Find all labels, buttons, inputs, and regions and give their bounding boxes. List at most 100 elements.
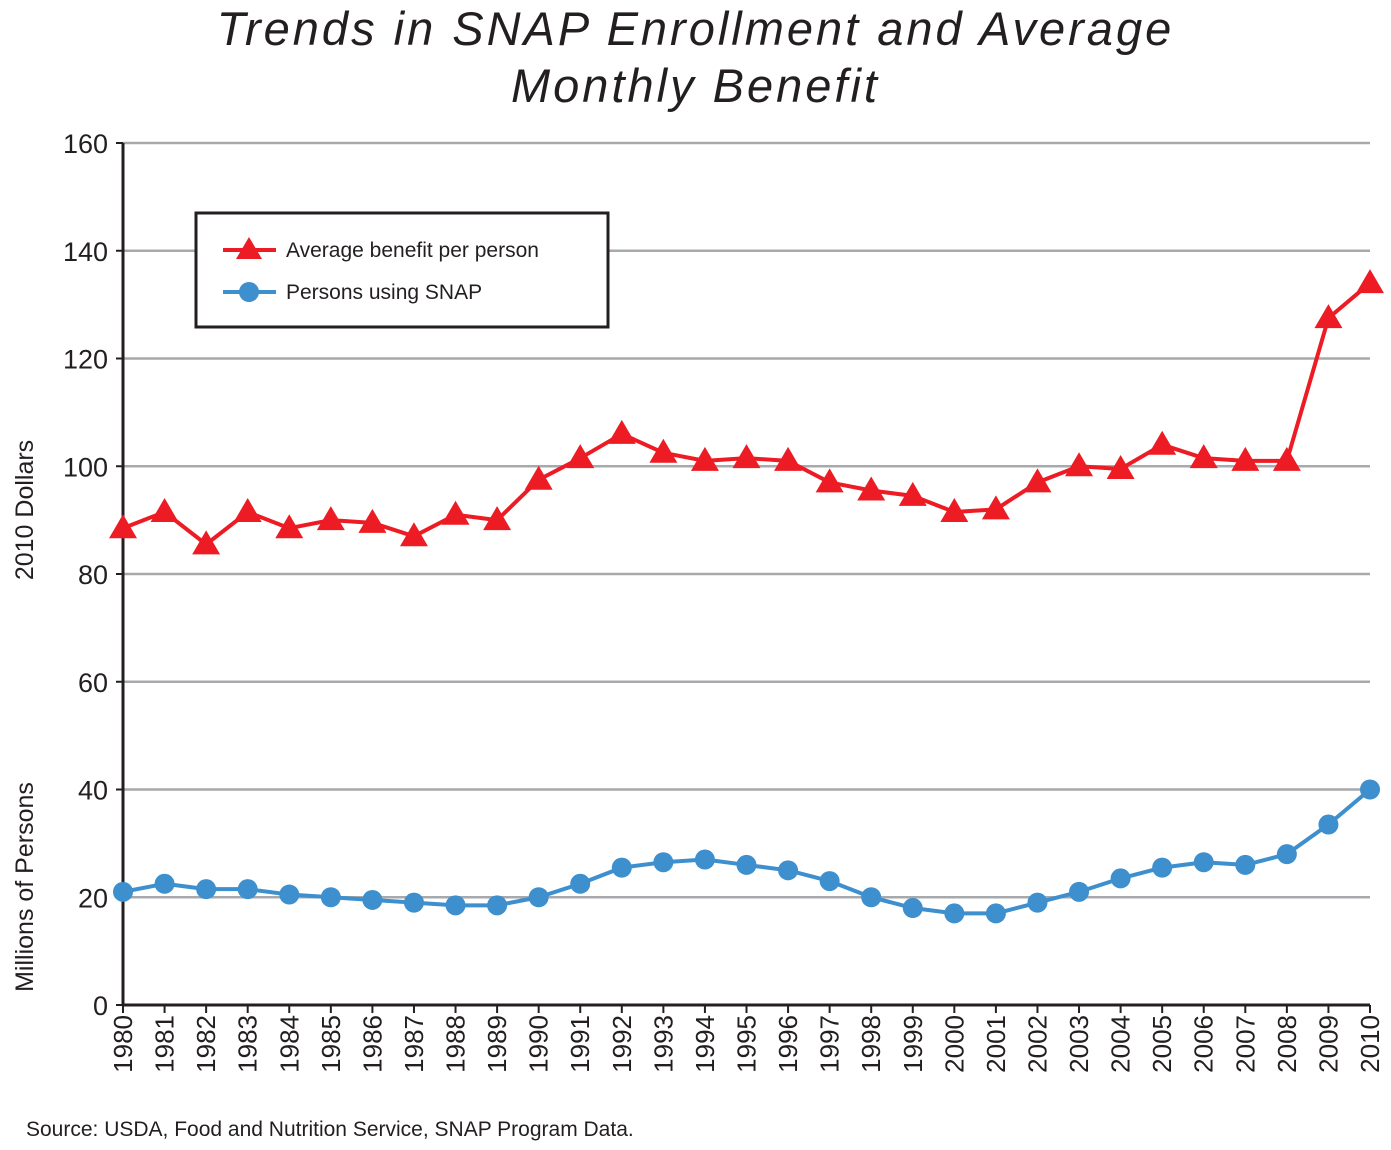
data-point-circle bbox=[902, 898, 923, 919]
data-point-circle bbox=[1193, 852, 1214, 873]
x-tick-label: 1994 bbox=[690, 1015, 720, 1073]
data-point-circle bbox=[237, 879, 258, 900]
y-tick-label: 60 bbox=[78, 668, 108, 698]
gridlines bbox=[123, 141, 1370, 899]
data-point-circle bbox=[611, 857, 632, 878]
legend-label-persons-using-snap: Persons using SNAP bbox=[286, 281, 482, 304]
data-point-circle bbox=[279, 884, 300, 905]
data-point-triangle bbox=[1065, 452, 1094, 477]
data-point-circle bbox=[1318, 814, 1339, 835]
data-point-triangle bbox=[109, 514, 137, 539]
data-point-circle bbox=[736, 854, 757, 875]
legend-entry-persons-using-snap: Persons using SNAP bbox=[223, 281, 482, 304]
data-point-circle bbox=[694, 849, 715, 870]
data-point-triangle bbox=[1231, 446, 1260, 471]
data-point-triangle bbox=[1023, 468, 1052, 493]
data-point-circle bbox=[445, 895, 466, 916]
legend-circle-icon bbox=[239, 282, 259, 302]
x-tick-label: 1993 bbox=[648, 1015, 678, 1073]
chart-title: Trends in SNAP Enrollment and Average Mo… bbox=[0, 0, 1391, 120]
data-point-circle bbox=[487, 895, 508, 916]
data-point-triangle bbox=[275, 514, 304, 539]
data-point-circle bbox=[154, 873, 175, 894]
y-tick-label: 20 bbox=[78, 883, 108, 913]
legend-label-average-benefit: Average benefit per person bbox=[286, 239, 539, 262]
data-point-circle bbox=[1276, 844, 1297, 865]
data-point-circle bbox=[944, 903, 965, 924]
x-tick-label: 1992 bbox=[607, 1015, 637, 1073]
x-tick-label: 1984 bbox=[274, 1015, 304, 1073]
data-point-triangle bbox=[566, 444, 595, 469]
x-tick-label: 1998 bbox=[856, 1015, 886, 1073]
y-tick-labels: 0 20 40 60 80 100 120 140 160 bbox=[63, 129, 108, 1021]
data-point-circle bbox=[320, 887, 341, 908]
x-tick-label: 1982 bbox=[191, 1015, 221, 1073]
data-point-triangle bbox=[690, 446, 719, 471]
data-point-circle bbox=[1027, 892, 1048, 913]
data-point-circle bbox=[1110, 868, 1131, 889]
series bbox=[109, 269, 1384, 924]
x-tick-label: 1996 bbox=[773, 1015, 803, 1073]
x-tick-label: 2008 bbox=[1272, 1015, 1302, 1073]
data-point-circle bbox=[362, 889, 383, 910]
x-tick-label: 2010 bbox=[1355, 1015, 1385, 1073]
data-point-triangle bbox=[233, 498, 262, 523]
y-axis-label-lower: Millions of Persons bbox=[11, 782, 39, 992]
series-average-benefit-per-person bbox=[109, 269, 1384, 555]
data-point-triangle bbox=[1148, 430, 1177, 455]
x-tick-label: 2009 bbox=[1313, 1015, 1343, 1073]
data-point-triangle bbox=[857, 476, 886, 501]
data-point-triangle bbox=[774, 446, 803, 471]
y-axis-label-upper: 2010 Dollars bbox=[11, 440, 39, 580]
data-point-circle bbox=[403, 892, 424, 913]
data-point-circle bbox=[985, 903, 1006, 924]
x-tick-label: 1986 bbox=[357, 1015, 387, 1073]
chart-title-line-1: Trends in SNAP Enrollment and Average bbox=[216, 2, 1175, 55]
x-tick-label: 1995 bbox=[732, 1015, 762, 1073]
y-tick-label: 120 bbox=[63, 345, 108, 375]
data-point-triangle bbox=[1272, 446, 1301, 471]
source-note: Source: USDA, Food and Nutrition Service… bbox=[26, 1118, 634, 1141]
series-persons-using-snap bbox=[113, 779, 1380, 924]
data-point-circle bbox=[1069, 881, 1090, 902]
x-tick-label: 1988 bbox=[441, 1015, 471, 1073]
data-point-triangle bbox=[940, 498, 969, 523]
data-point-triangle bbox=[1314, 304, 1343, 329]
x-tick-label: 2005 bbox=[1147, 1015, 1177, 1073]
legend-triangle-icon bbox=[236, 237, 262, 259]
data-point-triangle bbox=[358, 508, 387, 533]
x-tick-label: 1980 bbox=[108, 1015, 138, 1073]
data-point-circle bbox=[778, 860, 799, 881]
y-tick-label: 80 bbox=[78, 560, 108, 590]
axes bbox=[116, 142, 1371, 1013]
data-point-circle bbox=[528, 887, 549, 908]
x-tick-label: 1997 bbox=[815, 1015, 845, 1073]
data-point-triangle bbox=[898, 481, 927, 506]
data-point-circle bbox=[861, 887, 882, 908]
data-point-circle bbox=[1235, 854, 1256, 875]
x-tick-label: 1990 bbox=[524, 1015, 554, 1073]
y-tick-label: 160 bbox=[63, 129, 108, 159]
y-tick-label: 100 bbox=[63, 452, 108, 482]
x-tick-label: 2001 bbox=[981, 1015, 1011, 1073]
x-tick-label: 1991 bbox=[565, 1015, 595, 1073]
x-tick-label: 2000 bbox=[939, 1015, 969, 1073]
x-tick-label: 1983 bbox=[233, 1015, 263, 1073]
x-tick-label: 2007 bbox=[1230, 1015, 1260, 1073]
x-tick-labels: 1980 1981 1982 1983 1984 1985 1986 1987 1988 1989… bbox=[108, 1015, 1385, 1073]
data-point-triangle bbox=[981, 495, 1010, 520]
x-tick-label: 2002 bbox=[1022, 1015, 1052, 1073]
legend-entry-average-benefit: Average benefit per person bbox=[223, 237, 539, 262]
data-point-triangle bbox=[524, 465, 553, 490]
data-point-triangle bbox=[1356, 269, 1384, 294]
y-tick-label: 40 bbox=[78, 776, 108, 806]
data-point-triangle bbox=[815, 468, 844, 493]
data-point-triangle bbox=[649, 438, 678, 463]
data-point-circle bbox=[819, 871, 840, 892]
data-point-circle bbox=[1360, 779, 1380, 800]
x-tick-label: 2003 bbox=[1064, 1015, 1094, 1073]
x-tick-label: 1989 bbox=[482, 1015, 512, 1073]
data-point-circle bbox=[653, 852, 674, 873]
data-point-triangle bbox=[483, 506, 512, 531]
